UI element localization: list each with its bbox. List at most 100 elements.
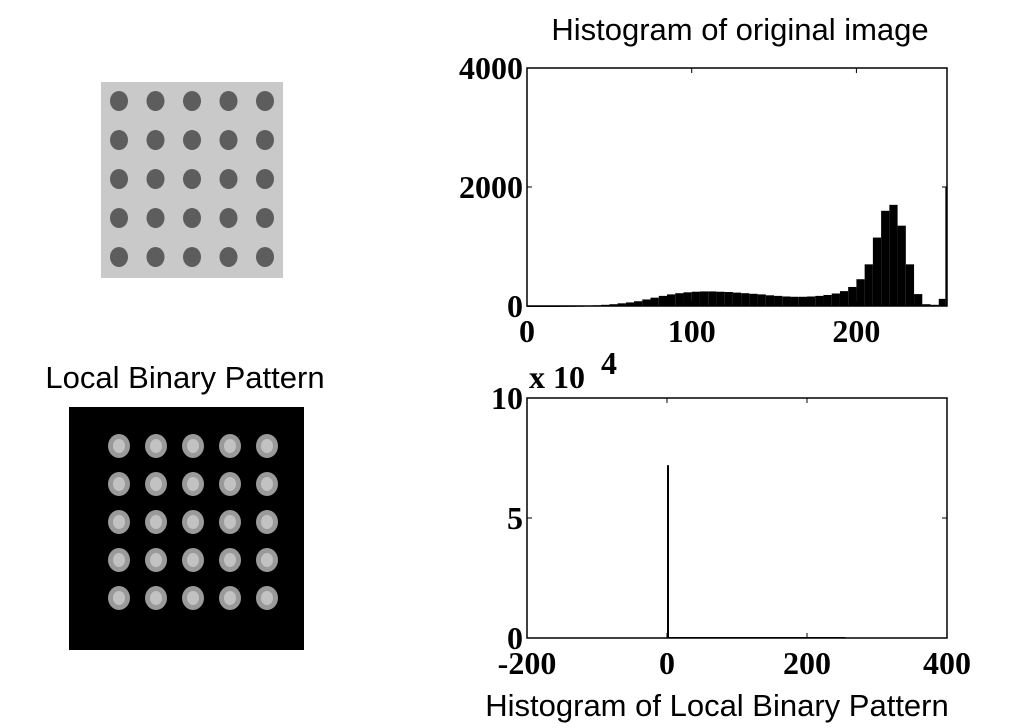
histogram-bar [774,296,782,306]
dot [147,208,165,228]
lbp-dot-core [150,439,162,453]
y-tick-label: 0 [507,288,523,324]
lbp-dot-core [261,591,273,605]
dot [183,208,201,228]
lbp-dot-core [261,439,273,453]
histogram-bar [848,287,856,306]
lbp-dot-core [224,553,236,567]
dot [256,91,274,111]
dot [256,169,274,189]
dot [220,91,238,111]
image-title: Local Binary Pattern [45,360,324,395]
histogram-bar [939,299,946,306]
y-tick-label: 0 [507,620,523,656]
y-exponent: x 10 [529,359,585,395]
lbp-dot-core [113,477,125,491]
lbp-dot-core [261,553,273,567]
dot [147,247,165,267]
lbp-dot-core [224,439,236,453]
dot [183,247,201,267]
lbp-dot-core [224,515,236,529]
histogram-bar [741,293,749,306]
histogram-bar [675,293,683,306]
lbp-dot-core [113,591,125,605]
dot [220,130,238,150]
histogram-bar [667,294,675,306]
histogram-bar [906,264,914,306]
histogram-bar [823,295,831,306]
histogram-bar [807,296,815,306]
lbp-dot-core [187,439,199,453]
lbp-dot-core [150,515,162,529]
dot [183,130,201,150]
histogram-bar [832,294,840,306]
histogram-bar [692,292,700,306]
histogram-bar [700,291,708,306]
y-tick-label: 10 [491,380,523,416]
chart-title: Histogram of original image [551,12,928,47]
histogram-bar [881,211,889,306]
histogram-bar [758,294,766,306]
x-tick-label: 100 [668,313,716,349]
histogram-bar [898,226,906,306]
histogram-bar [659,296,667,306]
dot [256,247,274,267]
y-tick-label: 5 [507,500,523,536]
lbp-dot-core [261,477,273,491]
dot [220,169,238,189]
lbp-dot-core [113,553,125,567]
lbp-dot-core [224,477,236,491]
histogram-bar [716,292,724,306]
dot [220,247,238,267]
histogram-bar [815,296,823,306]
dot [183,91,201,111]
x-tick-label: 200 [832,313,880,349]
dot [110,247,128,267]
histogram-bar [856,279,864,306]
lbp-dot-core [150,553,162,567]
x-tick-label: 400 [923,645,971,681]
histogram-bar [766,295,774,306]
histogram-bar [749,294,757,306]
dot [110,169,128,189]
histogram-bar [733,293,741,306]
histogram-bar [889,205,897,306]
dot [147,130,165,150]
lbp-dot-core [224,591,236,605]
histogram-bar [865,264,873,306]
dot [110,91,128,111]
y-tick-label: 4000 [459,50,523,86]
x-axis-label: Histogram of Local Binary Pattern [485,688,949,723]
lbp-dot-core [187,477,199,491]
lbp-dot-core [187,553,199,567]
histogram-bar [667,465,669,638]
y-exponent-power: 4 [601,345,617,381]
dot [147,91,165,111]
lbp-dot-core [261,515,273,529]
dot [220,208,238,228]
histogram-bar [642,299,650,306]
lbp-dot-core [187,515,199,529]
histogram-bar [725,292,733,306]
histogram-bar [782,296,790,306]
lbp-dot-core [187,591,199,605]
lbp-dot-core [150,591,162,605]
histogram-bar [683,292,691,306]
histogram-bar [791,297,799,306]
dot [110,130,128,150]
histogram-bar [914,294,922,306]
histogram-bar [840,291,848,306]
histogram-bar [708,291,716,306]
dot [110,208,128,228]
x-tick-label: 200 [783,645,831,681]
histogram-bar [651,298,659,306]
dot [256,208,274,228]
dot [256,130,274,150]
dot [147,169,165,189]
dot [183,169,201,189]
histogram-bar [873,238,881,306]
page: Local Binary Pattern 0100200020004000His… [0,0,1016,728]
histogram-bar [799,297,807,306]
lbp-dot-core [113,515,125,529]
x-tick-label: 0 [659,645,675,681]
